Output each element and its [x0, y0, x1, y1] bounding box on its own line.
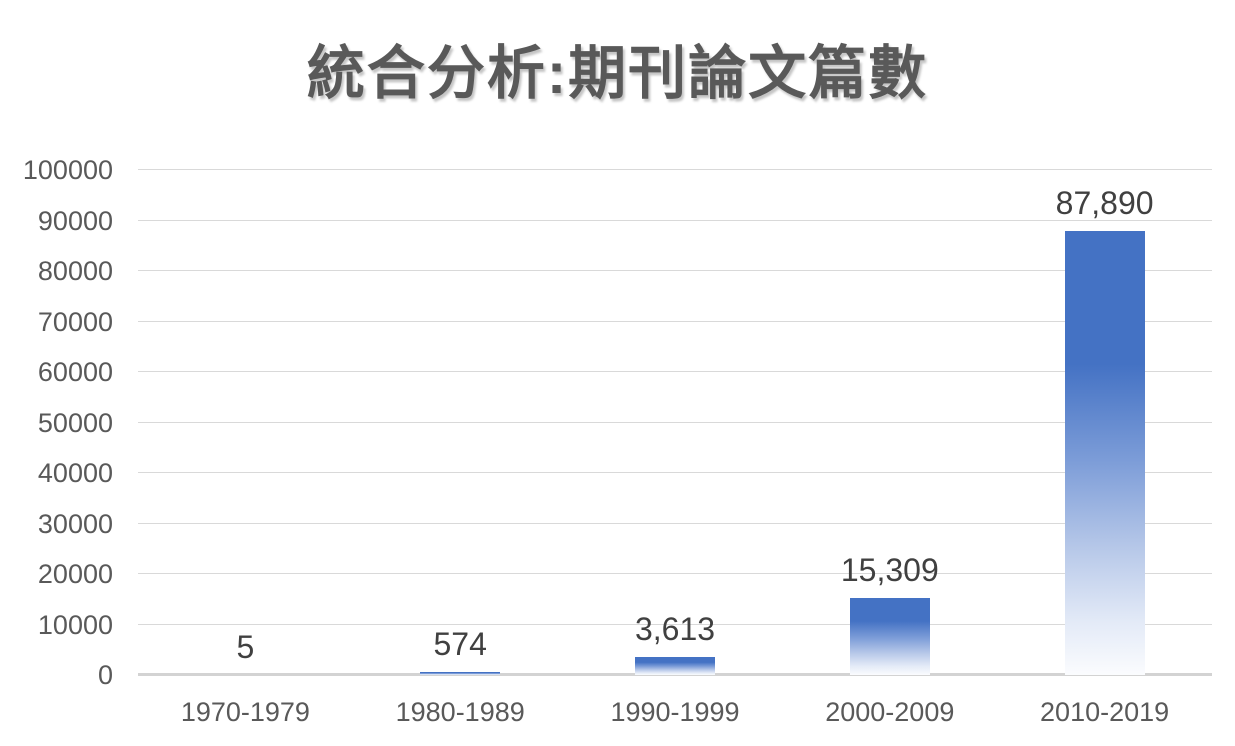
gridline	[138, 270, 1212, 271]
y-tick-label: 50000	[37, 407, 113, 438]
bar-2000-2009	[849, 597, 930, 675]
x-tick-label: 2010-2019	[1040, 697, 1170, 727]
gridline	[138, 623, 1212, 625]
gridline	[138, 169, 1212, 170]
data-label: 87,890	[1055, 184, 1154, 221]
data-label: 15,309	[840, 551, 939, 588]
gridline	[138, 320, 1212, 322]
y-tick-label: 10000	[37, 609, 113, 640]
gridline	[138, 522, 1212, 524]
data-label: 5	[236, 628, 255, 665]
y-tick-label: 60000	[37, 357, 113, 387]
y-tick-label: 20000	[37, 559, 113, 589]
gridline	[138, 472, 1212, 473]
y-tick-label: 40000	[37, 458, 113, 488]
data-label: 574	[433, 625, 487, 662]
y-tick-label: 0	[97, 660, 113, 690]
y-tick-label: 80000	[37, 256, 113, 286]
chart-title: 統合分析:期刊論文篇數	[306, 41, 929, 106]
gridline	[138, 371, 1212, 372]
data-label: 3,613	[634, 610, 716, 647]
bar-1980-1989	[420, 672, 501, 675]
gridline	[138, 219, 1212, 221]
x-tick-label: 1970-1979	[180, 697, 310, 727]
y-tick-label: 90000	[37, 205, 113, 236]
x-tick-label: 2000-2009	[825, 697, 955, 727]
plot-area: 5 574 3,613 15,309 87,890	[138, 169, 1212, 676]
gridline	[138, 573, 1212, 574]
gridline	[138, 421, 1212, 423]
y-tick-label: 70000	[37, 306, 113, 337]
y-tick-label: 100000	[22, 155, 113, 185]
bar-1990-1999	[635, 656, 715, 675]
bar-2010-2019	[1064, 231, 1145, 675]
y-tick-label: 30000	[37, 508, 113, 539]
x-tick-label: 1980-1989	[395, 697, 525, 727]
x-tick-label: 1990-1999	[610, 697, 740, 727]
